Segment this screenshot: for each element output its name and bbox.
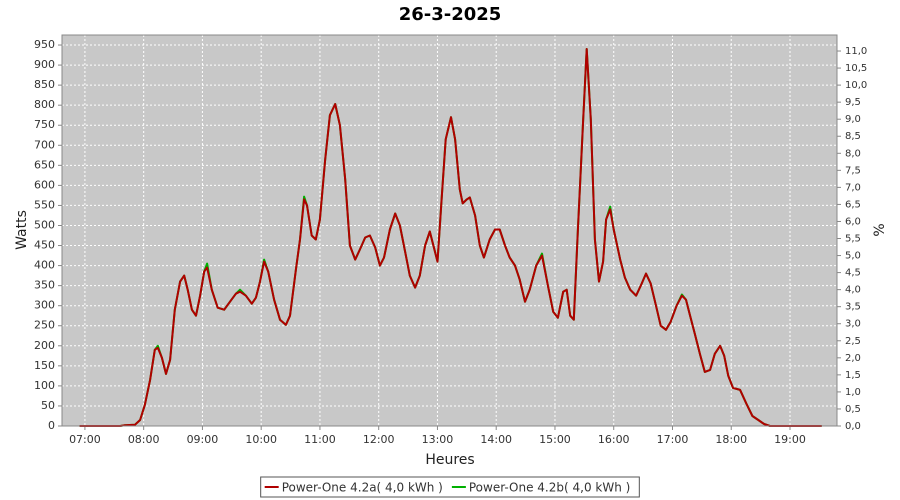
y2-tick-label: 6,5: [845, 199, 861, 210]
x-tick-label: 14:00: [480, 433, 512, 446]
y2-tick-label: 10,0: [845, 80, 867, 91]
y2-tick-label: 5,0: [845, 251, 861, 262]
y2-tick-label: 6,0: [845, 216, 861, 227]
x-tick-label: 17:00: [657, 433, 689, 446]
y2-tick-label: 5,5: [845, 234, 861, 245]
x-tick-label: 07:00: [69, 433, 101, 446]
y2-tick-label: 4,0: [845, 285, 861, 296]
x-tick-label: 11:00: [304, 433, 336, 446]
y2-tick-label: 11,0: [845, 46, 867, 57]
y-tick-label: 600: [34, 178, 55, 191]
y2-tick-label: 1,0: [845, 387, 861, 398]
y-tick-label: 350: [34, 279, 55, 292]
y-tick-label: 100: [34, 379, 55, 392]
x-tick-label: 09:00: [187, 433, 219, 446]
y-tick-label: 300: [34, 299, 55, 312]
y2-tick-label: 1,5: [845, 370, 861, 381]
plot-area: [61, 34, 838, 427]
y2-tick-label: 0,0: [845, 421, 861, 432]
x-tick-label: 16:00: [598, 433, 630, 446]
x-tick-label: 12:00: [363, 433, 395, 446]
y2-tick-label: 7,0: [845, 182, 861, 193]
y2-tick-label: 4,5: [845, 268, 861, 279]
y2-tick-label: 0,5: [845, 404, 861, 415]
y-axis-label: Watts: [14, 210, 30, 250]
y2-tick-label: 2,5: [845, 336, 861, 347]
y2-tick-label: 9,5: [845, 97, 861, 108]
x-tick-label: 18:00: [715, 433, 747, 446]
y-tick-label: 700: [34, 138, 55, 151]
y-tick-label: 250: [34, 319, 55, 332]
y-tick-label: 500: [34, 218, 55, 231]
y-tick-label: 150: [34, 359, 55, 372]
plot-border: [61, 34, 838, 427]
x-tick-label: 15:00: [539, 433, 571, 446]
y-tick-label: 750: [34, 118, 55, 131]
x-tick-label: 19:00: [774, 433, 806, 446]
y2-tick-label: 3,5: [845, 302, 861, 313]
y-tick-label: 550: [34, 198, 55, 211]
y-tick-label: 850: [34, 78, 55, 91]
y-tick-label: 950: [34, 38, 55, 51]
y-tick-label: 0: [48, 419, 55, 432]
y2-tick-label: 10,5: [845, 63, 867, 74]
legend-label: Power-One 4.2a( 4,0 kWh ): [282, 481, 443, 495]
x-tick-label: 13:00: [422, 433, 454, 446]
x-tick-label: 10:00: [245, 433, 277, 446]
x-axis-label: Heures: [425, 452, 474, 468]
y2-tick-label: 8,5: [845, 131, 861, 142]
y2-tick-label: 3,0: [845, 319, 861, 330]
y2-axis-label: %: [872, 223, 888, 236]
y-tick-label: 400: [34, 259, 55, 272]
y2-tick-label: 7,5: [845, 165, 861, 176]
legend-label: Power-One 4.2b( 4,0 kWh ): [469, 481, 630, 495]
chart-title: 26-3-2025: [399, 4, 502, 25]
legend: [260, 476, 640, 498]
y2-tick-label: 2,0: [845, 353, 861, 364]
y-tick-label: 900: [34, 58, 55, 71]
y-tick-label: 450: [34, 239, 55, 252]
y-tick-label: 800: [34, 98, 55, 111]
series-line: [79, 48, 822, 427]
y-tick-label: 50: [41, 399, 55, 412]
y-tick-label: 650: [34, 158, 55, 171]
x-tick-label: 08:00: [128, 433, 160, 446]
y2-tick-label: 9,0: [845, 114, 861, 125]
y-tick-label: 200: [34, 339, 55, 352]
y2-tick-label: 8,0: [845, 148, 861, 159]
